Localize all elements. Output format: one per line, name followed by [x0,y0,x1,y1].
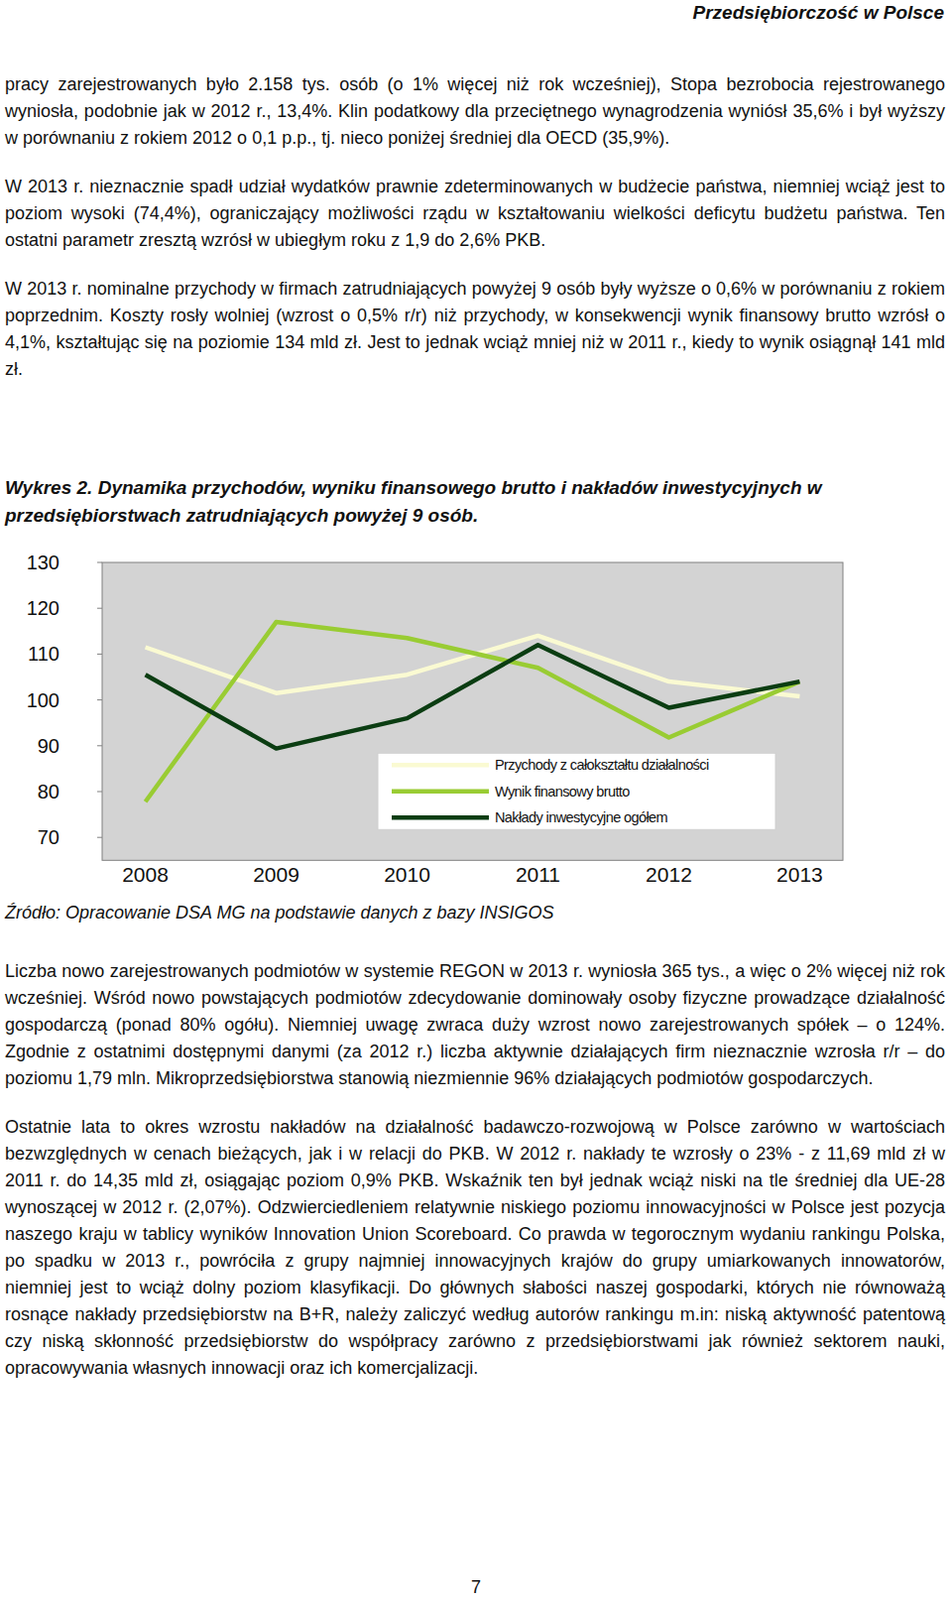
y-tick-label: 100 [26,689,60,712]
y-tick-label: 130 [26,551,60,574]
paragraph: W 2013 r. nieznacznie spadł udział wydat… [4,173,946,254]
x-tick-label: 2008 [121,862,169,886]
x-tick-label: 2010 [383,862,431,886]
series-line [145,644,801,748]
x-tick-label: 2012 [645,862,693,886]
figure-label: Wykres 2. [4,476,93,498]
y-tick-label: 120 [26,596,60,619]
paragraph: W 2013 r. nominalne przychody w firmach … [4,275,946,383]
y-tick-label: 80 [37,780,60,803]
text-top: pracy zarejestrowanych było 2.158 tys. o… [4,71,946,405]
chart-title: Dynamika przychodów, wyniku finansowego … [4,476,823,526]
legend-label: Nakłady inwestycyjne ogółem [494,809,669,826]
header-title: Przedsiębiorczość w Polsce [693,1,945,24]
y-tick [97,562,103,564]
y-tick [97,653,103,655]
legend-box [377,752,776,830]
plot-area [102,562,843,860]
y-tick [97,744,103,746]
y-tick-label: 70 [37,826,60,848]
chart: 70 80 90 100 110 120 130 2008 2009 2010 2011 2012 20… [0,0,952,1600]
text-bottom: Liczba nowo zarejestrowanych podmiotów w… [4,957,946,1404]
y-tick-label: 90 [37,734,60,757]
figure-source: Źródło: Opracowanie DSA MG na podstawie … [4,902,555,924]
page-number: 7 [0,1576,952,1598]
paragraph: Ostatnie lata to okres wzrostu nakładów … [4,1113,946,1382]
legend-swatch [391,762,489,768]
paragraph: pracy zarejestrowanych było 2.158 tys. o… [4,71,946,152]
y-tick [97,836,103,838]
x-tick-label: 2013 [776,862,824,886]
legend-swatch [391,789,489,795]
y-tick [97,607,103,609]
y-tick [97,791,103,793]
y-tick-label: 110 [27,642,60,665]
figure-caption: Wykres 2. Dynamika przychodów, wyniku fi… [4,474,946,530]
legend-label: Wynik finansowy brutto [494,783,630,800]
x-tick-label: 2009 [252,862,300,886]
legend-label: Przychody z całokształtu działalności [494,756,710,773]
x-tick-label: 2011 [515,862,561,886]
legend-swatch [391,815,489,821]
y-tick [97,699,103,701]
paragraph: Liczba nowo zarejestrowanych podmiotów w… [4,957,946,1092]
